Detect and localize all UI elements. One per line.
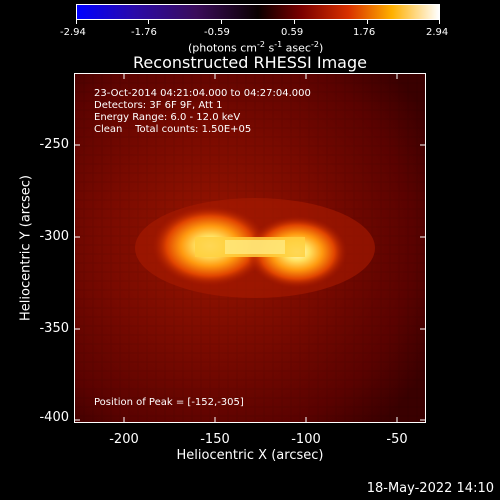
colorbar-tick-label: 0.59 xyxy=(281,27,304,38)
info-line-detectors: Detectors: 3F 6F 9F, Att 1 xyxy=(94,100,223,111)
y-tick-label: -250 xyxy=(39,137,69,152)
x-tick-label: -50 xyxy=(386,432,408,447)
rhessi-image xyxy=(74,73,426,423)
info-line-counts: Clean Total counts: 1.50E+05 xyxy=(94,124,252,135)
y-tick-label: -350 xyxy=(39,321,69,336)
x-tick-label: -150 xyxy=(200,432,230,447)
colorbar-tick-label: 2.94 xyxy=(426,27,449,38)
footer-date: 18-May-2022 14:10 xyxy=(366,481,494,496)
y-tick-label: -300 xyxy=(39,229,69,244)
colorbar-tick-label: -2.94 xyxy=(60,27,86,38)
rhessi-image-canvas xyxy=(75,74,425,422)
info-line-time: 23-Oct-2014 04:21:04.000 to 04:27:04.000 xyxy=(94,88,311,99)
colorbar-tick-label: 1.76 xyxy=(353,27,376,38)
peak-position: Position of Peak = [-152,-305] xyxy=(94,397,244,408)
x-tick-label: -100 xyxy=(291,432,321,447)
info-line-energy: Energy Range: 6.0 - 12.0 keV xyxy=(94,112,241,123)
image-title: Reconstructed RHESSI Image xyxy=(133,53,367,72)
colorbar xyxy=(76,4,440,20)
colorbar-unit: (photons cm-2 s-1 asec-2) xyxy=(188,40,324,55)
colorbar-tick-label: -0.59 xyxy=(204,27,230,38)
y-tick-label: -400 xyxy=(39,410,69,425)
x-axis-label: Heliocentric X (arcsec) xyxy=(176,448,324,463)
x-tick-label: -200 xyxy=(109,432,139,447)
y-axis-label: Heliocentric Y (arcsec) xyxy=(18,175,34,321)
colorbar-tick-label: -1.76 xyxy=(131,27,157,38)
